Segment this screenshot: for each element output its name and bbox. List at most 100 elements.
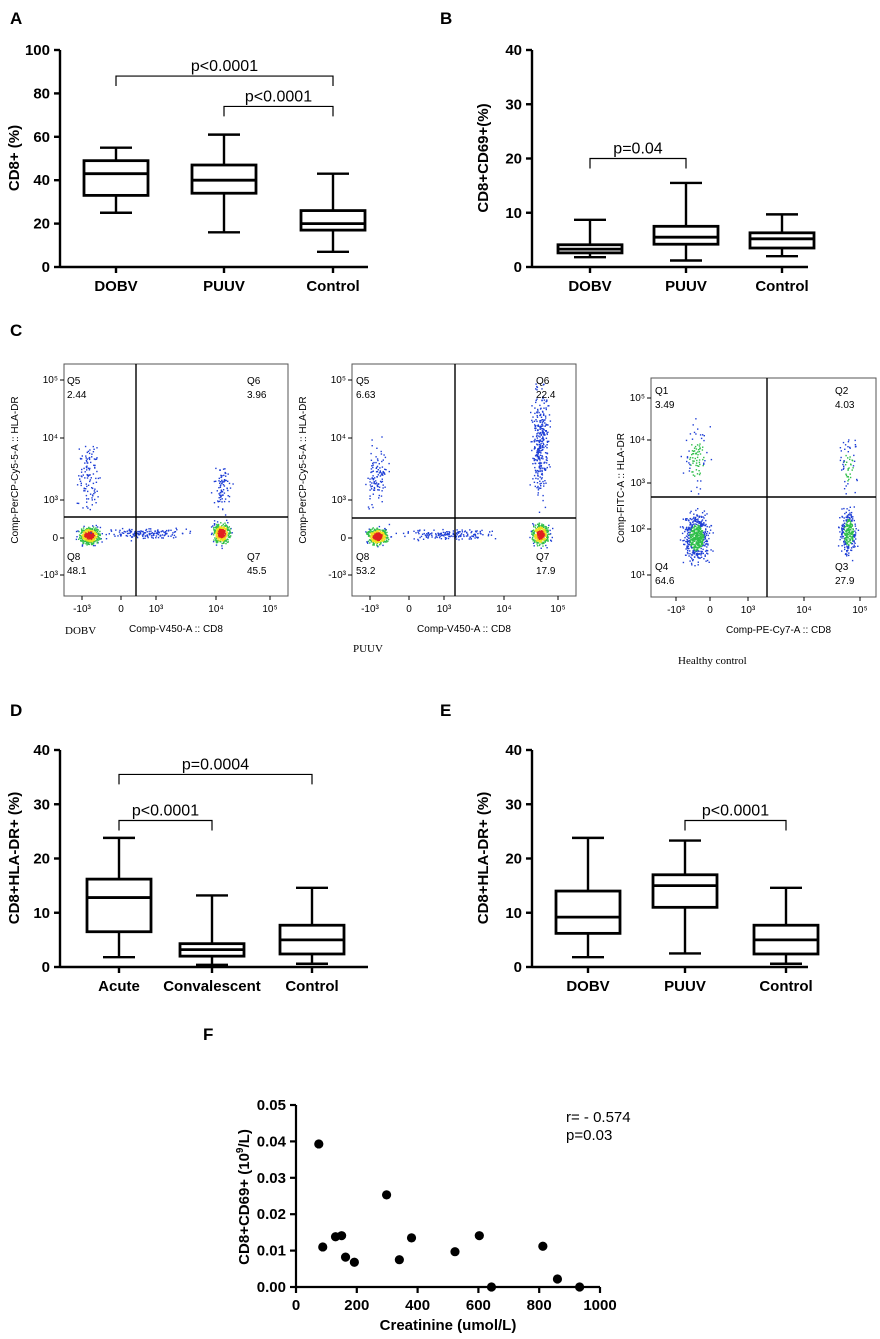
event-dot: [703, 523, 705, 526]
event-dot: [691, 518, 693, 521]
event-dot: [377, 537, 380, 540]
event-dot: [546, 447, 548, 449]
event-dot: [537, 478, 539, 480]
event-dot: [88, 543, 90, 546]
p-value-label: p=0.04: [613, 141, 662, 158]
event-dot: [369, 529, 371, 532]
event-dot: [702, 458, 704, 461]
event-dot: [222, 527, 224, 529]
event-dot: [543, 482, 545, 485]
event-dot: [539, 414, 541, 417]
event-dot: [224, 514, 227, 516]
event-dot: [696, 550, 698, 552]
event-dot: [533, 474, 536, 477]
event-dot: [845, 454, 847, 457]
event-dot: [537, 470, 540, 473]
event-dot: [697, 541, 699, 543]
event-dot: [546, 444, 548, 446]
event-dot: [378, 525, 381, 528]
event-dot: [437, 534, 440, 536]
event-dot: [712, 550, 714, 552]
event-dot: [691, 538, 694, 540]
event-dot: [494, 538, 497, 540]
event-dot: [679, 526, 682, 528]
event-dot: [471, 530, 473, 533]
event-dot: [690, 536, 693, 538]
event-dot: [83, 488, 85, 490]
event-dot: [223, 536, 225, 538]
event-dot: [84, 490, 86, 492]
event-dot: [536, 529, 538, 531]
event-dot: [487, 533, 490, 536]
event-dot: [227, 534, 230, 536]
event-dot: [131, 528, 133, 531]
event-dot: [705, 529, 707, 531]
event-dot: [701, 512, 704, 514]
event-dot: [534, 541, 536, 543]
event-dot: [96, 529, 99, 531]
event-dot: [847, 544, 850, 546]
event-dot: [85, 483, 87, 485]
event-dot: [697, 532, 699, 534]
event-dot: [371, 535, 373, 537]
event-dot: [541, 423, 543, 426]
event-dot: [375, 480, 377, 482]
event-dot: [539, 436, 541, 438]
event-dot: [530, 411, 532, 414]
event-dot: [372, 464, 374, 466]
event-dot: [849, 523, 851, 525]
event-dot: [853, 539, 855, 542]
event-dot: [540, 413, 542, 416]
event-dot: [700, 523, 703, 525]
sample-label: Healthy control: [678, 655, 747, 667]
event-dot: [98, 537, 101, 539]
event-dot: [368, 528, 370, 530]
event-dot: [705, 534, 707, 536]
event-dot: [96, 457, 98, 459]
event-dot: [220, 534, 222, 537]
event-dot: [532, 529, 535, 531]
event-dot: [93, 492, 95, 495]
event-dot: [93, 464, 95, 466]
event-dot: [215, 544, 218, 546]
panel-letter-f: F: [203, 1025, 213, 1044]
event-dot: [83, 538, 85, 540]
event-dot: [534, 469, 537, 472]
event-dot: [688, 555, 690, 557]
event-dot: [849, 473, 851, 475]
x-tick-label: 600: [466, 1297, 491, 1314]
event-dot: [221, 527, 224, 529]
event-dot: [213, 520, 216, 522]
event-dot: [688, 529, 690, 531]
event-dot: [540, 450, 542, 452]
event-dot: [228, 526, 230, 528]
event-dot: [851, 459, 854, 462]
event-dot: [370, 452, 372, 455]
event-dot: [687, 540, 689, 542]
event-dot: [698, 473, 701, 476]
event-dot: [220, 474, 222, 477]
event-dot: [217, 524, 220, 526]
event-dot: [89, 528, 91, 530]
event-dot: [850, 523, 852, 525]
event-dot: [375, 482, 378, 484]
event-dot: [847, 476, 849, 478]
event-dot: [95, 481, 98, 483]
event-dot: [852, 516, 854, 518]
event-dot: [83, 529, 85, 532]
event-dot: [537, 440, 540, 442]
event-dot: [83, 531, 86, 533]
event-dot: [701, 520, 703, 522]
event-dot: [847, 520, 849, 522]
event-dot: [442, 531, 445, 534]
event-dot: [141, 530, 143, 533]
event-dot: [371, 471, 373, 473]
event-dot: [230, 532, 232, 534]
event-dot: [696, 541, 698, 543]
event-dot: [699, 443, 701, 445]
event-dot: [536, 535, 539, 537]
event-dot: [691, 535, 694, 538]
event-dot: [87, 484, 90, 486]
event-dot: [701, 523, 704, 525]
event-dot: [382, 487, 384, 489]
